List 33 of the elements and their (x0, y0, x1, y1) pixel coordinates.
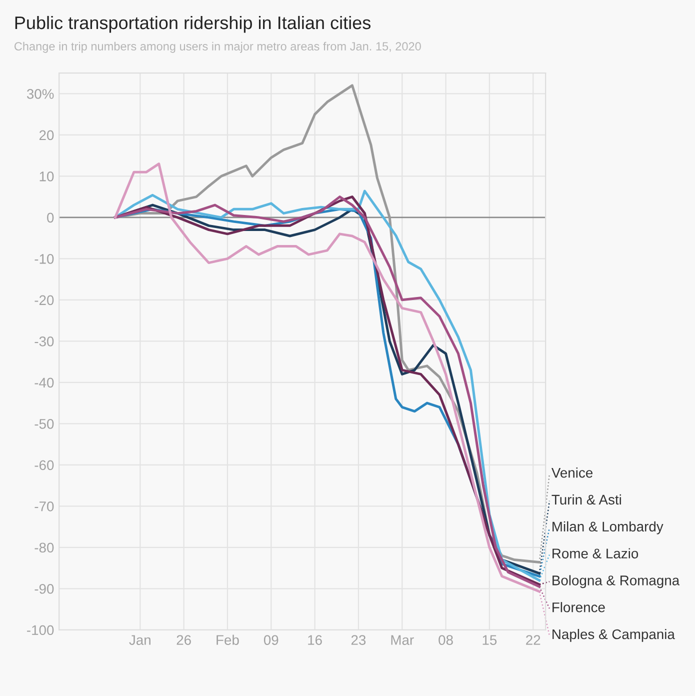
y-tick-label: -40 (34, 378, 54, 388)
x-tick-label: Jan (129, 635, 150, 645)
x-tick-label: 26 (176, 635, 191, 645)
y-tick-label: 0 (47, 212, 54, 223)
x-tick-label: 23 (351, 635, 366, 645)
x-tick-label: 08 (438, 635, 453, 645)
y-tick-label: -10 (34, 254, 54, 264)
x-tick-label: 22 (526, 635, 540, 645)
y-tick-label: 10 (40, 172, 54, 182)
text: Milan & Lombardy (552, 521, 664, 534)
y-tick-label: 30% (26, 89, 54, 99)
chart-subtitle: Change in trip numbers among users in major metro areas from Jan. 15, 2020 (14, 42, 421, 53)
y-tick-label: -50 (34, 418, 54, 429)
y-tick-label: -90 (34, 584, 54, 594)
x-tick-label: Feb (216, 634, 239, 645)
x-tick-label: Mar (391, 635, 414, 645)
y-tick-label: -80 (34, 542, 54, 553)
text: Venice (551, 468, 592, 478)
text: Naples & Campania (552, 628, 675, 642)
chart-title: Public transportation ridership in Italian cities (15, 16, 371, 33)
series-label: Rome & Lazio (552, 548, 638, 558)
y-tick-label: -60 (34, 460, 54, 470)
y-tick-label: -30 (34, 336, 54, 346)
legend-label: Bologna & Romagna (552, 575, 680, 588)
y-tick-label: -70 (34, 501, 54, 512)
x-tick-label: 15 (482, 635, 497, 645)
text: Turin & Asti (552, 494, 621, 505)
x-tick-label: 09 (264, 635, 278, 645)
x-tick-label: 16 (308, 635, 322, 645)
legend-label: Florence (552, 602, 605, 612)
y-tick-label: -20 (34, 295, 54, 306)
y-tick-label: -100 (27, 625, 54, 636)
y-tick-label: 20 (39, 130, 54, 140)
